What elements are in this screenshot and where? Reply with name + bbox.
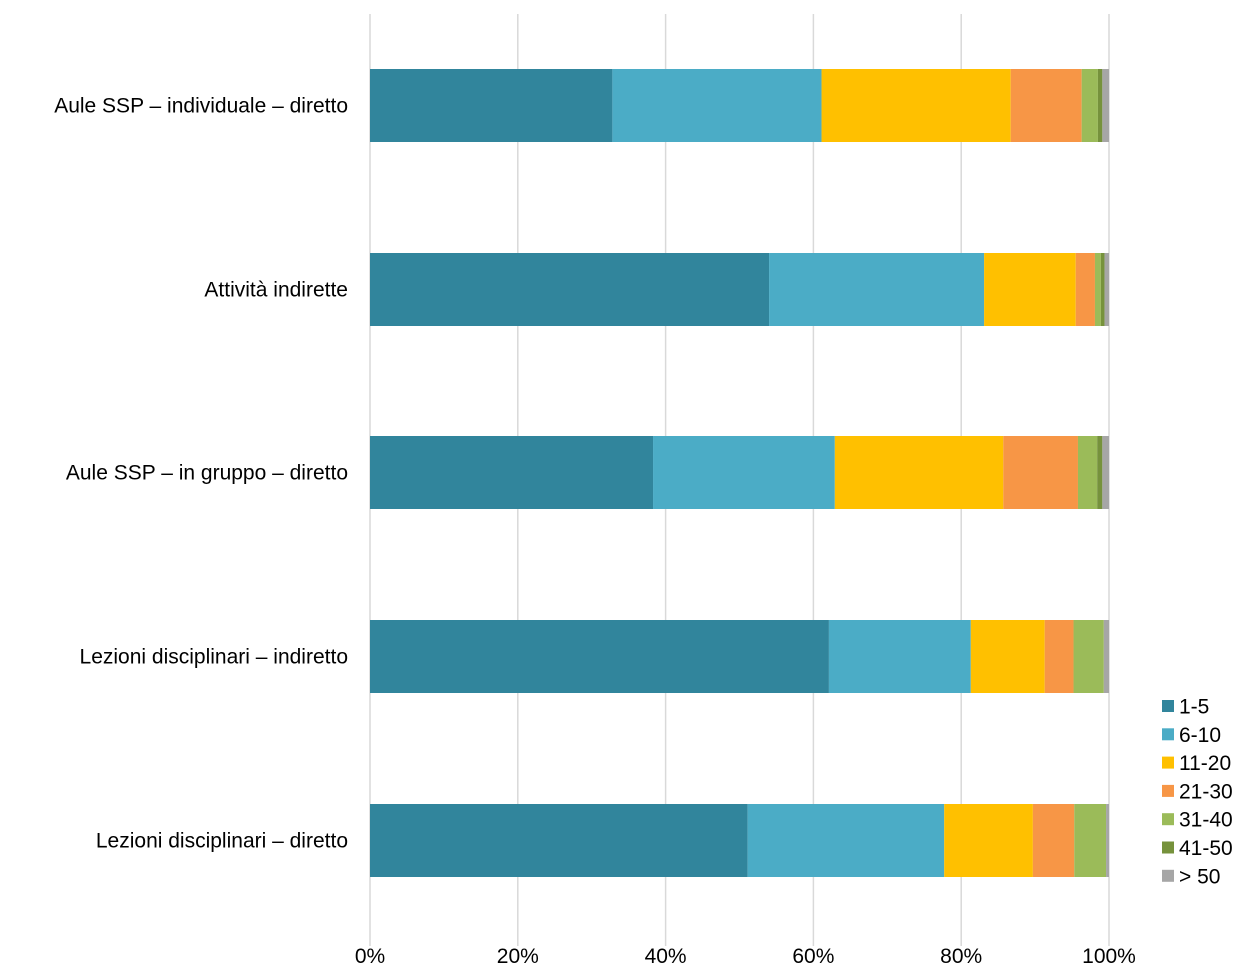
bar-segment	[1097, 69, 1103, 142]
bar-segment	[1077, 436, 1098, 509]
bar-segment	[1104, 253, 1109, 326]
bar-segment	[1097, 436, 1103, 509]
bar-segment	[984, 253, 1076, 326]
bar-segment	[1103, 620, 1109, 693]
legend-label: 6-10	[1179, 724, 1221, 747]
bar-segment	[370, 69, 613, 142]
bar-segment	[1044, 620, 1074, 693]
bar-segment	[612, 69, 822, 142]
category-label: Attività indirette	[204, 279, 348, 302]
bar-segment	[1106, 804, 1109, 877]
bar-segment	[834, 436, 1004, 509]
legend-label: 41-50	[1179, 837, 1233, 860]
x-tick-label: 80%	[940, 945, 982, 968]
x-tick-label: 100%	[1082, 945, 1136, 968]
legend: 1-5 6-10 11-20 21-30 31-40 41-50 > 50	[1162, 696, 1233, 888]
bar-segment	[1074, 804, 1107, 877]
bar-segment	[1100, 253, 1105, 326]
bar-segment	[821, 69, 1011, 142]
bar-segment	[970, 620, 1045, 693]
bar-segment	[769, 253, 985, 326]
bar-segment	[1010, 69, 1082, 142]
bar-segment	[1003, 436, 1078, 509]
x-tick-label: 0%	[355, 945, 385, 968]
legend-swatch	[1162, 841, 1174, 854]
category-label: Lezioni disciplinari – diretto	[96, 830, 348, 853]
category-label: Aule SSP – in gruppo – diretto	[66, 462, 348, 485]
legend-swatch	[1162, 869, 1174, 882]
x-tick-label: 40%	[645, 945, 687, 968]
bar-segment	[1075, 253, 1095, 326]
legend-label: 11-20	[1179, 752, 1231, 775]
category-label: Lezioni disciplinari – indiretto	[80, 646, 348, 669]
legend-swatch	[1162, 756, 1174, 769]
bar-segment	[370, 436, 654, 509]
bar-segment	[828, 620, 971, 693]
bar-segment	[370, 620, 829, 693]
legend-label: > 50	[1179, 865, 1220, 888]
legend-swatch	[1162, 784, 1174, 797]
legend-swatch	[1162, 728, 1174, 741]
bar-segment	[1102, 436, 1109, 509]
bar-segment	[1094, 253, 1101, 326]
bar-segment	[1102, 69, 1109, 142]
x-tick-label: 60%	[792, 945, 834, 968]
legend-label: 1-5	[1179, 696, 1209, 719]
bar-segment	[1073, 620, 1104, 693]
legend-swatch	[1162, 700, 1174, 712]
bar-segment	[1032, 804, 1075, 877]
legend-label: 31-40	[1179, 809, 1233, 832]
legend-swatch	[1162, 813, 1174, 826]
legend-label: 21-30	[1179, 780, 1233, 803]
bars	[370, 69, 1109, 877]
x-tick-label: 20%	[497, 945, 539, 968]
bar-segment	[370, 253, 770, 326]
bar-segment	[747, 804, 945, 877]
bar-segment	[370, 804, 748, 877]
bar-segment	[1081, 69, 1098, 142]
bar-segment	[944, 804, 1033, 877]
category-label: Aule SSP – individuale – diretto	[54, 95, 348, 118]
x-tick-labels: 0% 20% 40% 60% 80% 100%	[355, 945, 1136, 968]
bar-segment	[653, 436, 835, 509]
category-labels: Aule SSP – individuale – diretto Attività…	[54, 95, 348, 853]
